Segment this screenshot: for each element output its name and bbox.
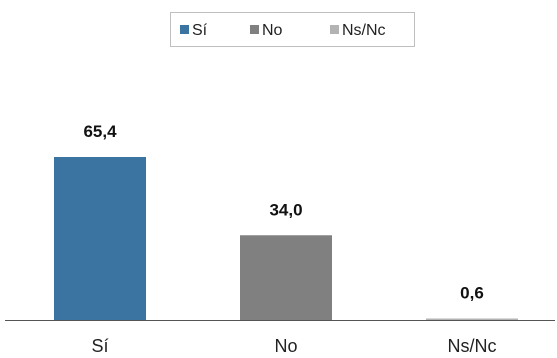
legend-entry-s-: Sí — [192, 22, 208, 39]
legend-swatch-no — [250, 25, 259, 34]
x-axis-tick-labels: Sí No Ns/Nc — [91, 336, 496, 356]
x-tick-label-ns-nc: Ns/Nc — [448, 336, 497, 356]
x-tick-label-s-: Sí — [91, 336, 108, 356]
bar-s- — [54, 157, 146, 320]
data-label-no: 34,0 — [269, 200, 302, 219]
bars — [54, 157, 518, 320]
legend-box — [170, 12, 415, 47]
data-label-ns-nc: 0,6 — [460, 284, 484, 303]
legend-swatch-ns-nc — [330, 25, 339, 34]
legend-entry-ns-nc: Ns/Nc — [342, 22, 386, 39]
legend-entry-no: No — [262, 22, 283, 39]
legend-swatch-s- — [180, 25, 189, 34]
data-labels: 65,4 34,0 0,6 — [83, 122, 483, 303]
x-tick-label-no: No — [274, 336, 297, 356]
bar-ns-nc — [426, 318, 518, 320]
bar-no — [240, 235, 332, 320]
data-label-s-: 65,4 — [83, 122, 117, 141]
legend: Sí No Ns/Nc — [180, 22, 386, 39]
